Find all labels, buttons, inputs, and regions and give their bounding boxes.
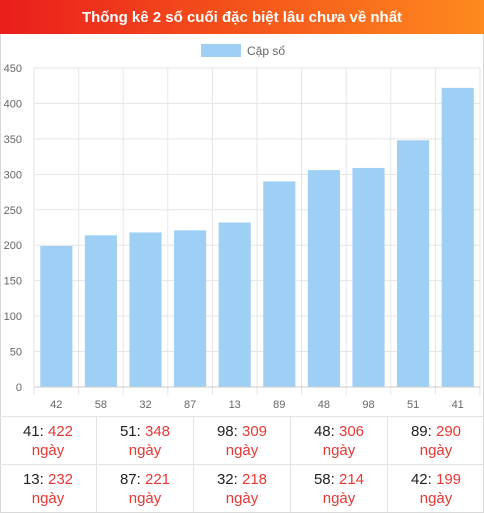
pair-number: 58 bbox=[313, 470, 331, 488]
days-value: 232 bbox=[48, 470, 74, 488]
days-table: 41: 422 ngày 51: 348 ngày 98: 309 ngày 4… bbox=[0, 416, 484, 513]
days-value: 221 bbox=[145, 470, 171, 488]
table-cell: 98: 309 ngày bbox=[194, 417, 291, 464]
days-value: 290 bbox=[436, 422, 462, 440]
pair-number: 87 bbox=[119, 470, 137, 488]
bar bbox=[397, 140, 430, 387]
days-value: 422 bbox=[48, 422, 74, 440]
bar bbox=[174, 230, 207, 387]
table-cell: 32: 218 ngày bbox=[194, 465, 291, 512]
days-unit: ngày bbox=[31, 441, 65, 459]
y-tick-label: 100 bbox=[4, 311, 22, 323]
days-unit: ngày bbox=[128, 489, 162, 507]
days-value: 348 bbox=[145, 422, 171, 440]
y-tick-label: 200 bbox=[4, 240, 22, 252]
days-value: 199 bbox=[436, 470, 462, 488]
panel-title: Thống kê 2 số cuối đặc biệt lâu chưa về … bbox=[81, 8, 403, 26]
pair-number: 41 bbox=[22, 422, 40, 440]
pair-number: 48 bbox=[313, 422, 331, 440]
y-tick-label: 250 bbox=[4, 205, 22, 217]
x-tick-label: 13 bbox=[229, 399, 241, 411]
y-tick-label: 350 bbox=[4, 134, 22, 146]
table-row: 13: 232 ngày 87: 221 ngày 32: 218 ngày 5… bbox=[0, 464, 484, 512]
table-cell: 41: 422 ngày bbox=[0, 417, 97, 464]
days-unit: ngày bbox=[419, 489, 453, 507]
pair-number: 51 bbox=[119, 422, 137, 440]
bar bbox=[40, 245, 73, 387]
bar bbox=[84, 235, 117, 387]
x-tick-label: 32 bbox=[139, 399, 151, 411]
pair-number: 98 bbox=[216, 422, 234, 440]
y-tick-label: 450 bbox=[4, 63, 22, 75]
x-tick-label: 48 bbox=[318, 399, 330, 411]
bar bbox=[218, 222, 251, 387]
table-row: 41: 422 ngày 51: 348 ngày 98: 309 ngày 4… bbox=[0, 416, 484, 464]
table-cell: 13: 232 ngày bbox=[0, 465, 97, 512]
x-tick-label: 98 bbox=[362, 399, 374, 411]
pair-number: 89 bbox=[410, 422, 428, 440]
bar bbox=[129, 232, 162, 387]
pair-number: 13 bbox=[22, 470, 40, 488]
days-unit: ngày bbox=[322, 441, 356, 459]
days-unit: ngày bbox=[31, 489, 65, 507]
bar-chart: Cặp số 0 50 100 150 200 250 300 350 400 450 42 58 32 8… bbox=[4, 44, 481, 411]
bar bbox=[307, 170, 340, 387]
x-tick-label: 41 bbox=[452, 399, 464, 411]
x-tick-label: 58 bbox=[95, 399, 107, 411]
days-unit: ngày bbox=[128, 441, 162, 459]
legend-swatch bbox=[201, 44, 241, 57]
legend-label: Cặp số bbox=[247, 44, 285, 58]
table-cell: 58: 214 ngày bbox=[291, 465, 388, 512]
bar bbox=[263, 181, 296, 387]
days-value: 214 bbox=[339, 470, 365, 488]
x-tick-label: 87 bbox=[184, 399, 196, 411]
y-tick-label: 0 bbox=[16, 382, 22, 394]
x-tick-label: 51 bbox=[407, 399, 419, 411]
y-tick-label: 150 bbox=[4, 276, 22, 288]
days-unit: ngày bbox=[419, 441, 453, 459]
days-value: 306 bbox=[339, 422, 365, 440]
pair-number: 42 bbox=[410, 470, 428, 488]
table-cell: 87: 221 ngày bbox=[97, 465, 194, 512]
x-tick-label: 89 bbox=[273, 399, 285, 411]
days-unit: ngày bbox=[225, 441, 259, 459]
y-tick-label: 300 bbox=[4, 169, 22, 181]
pair-number: 32 bbox=[216, 470, 234, 488]
y-tick-label: 50 bbox=[10, 347, 22, 359]
table-cell: 48: 306 ngày bbox=[291, 417, 388, 464]
y-tick-label: 400 bbox=[4, 98, 22, 110]
x-tick-label: 42 bbox=[50, 399, 62, 411]
panel-header: Thống kê 2 số cuối đặc biệt lâu chưa về … bbox=[0, 0, 484, 34]
table-cell: 89: 290 ngày bbox=[410, 422, 462, 459]
days-value: 218 bbox=[242, 470, 268, 488]
days-value: 309 bbox=[242, 422, 268, 440]
bar bbox=[352, 167, 385, 387]
bar bbox=[441, 87, 474, 388]
table-cell: 42: 199 ngày bbox=[410, 470, 462, 507]
days-unit: ngày bbox=[322, 489, 356, 507]
days-unit: ngày bbox=[225, 489, 259, 507]
table-cell: 51: 348 ngày bbox=[97, 417, 194, 464]
